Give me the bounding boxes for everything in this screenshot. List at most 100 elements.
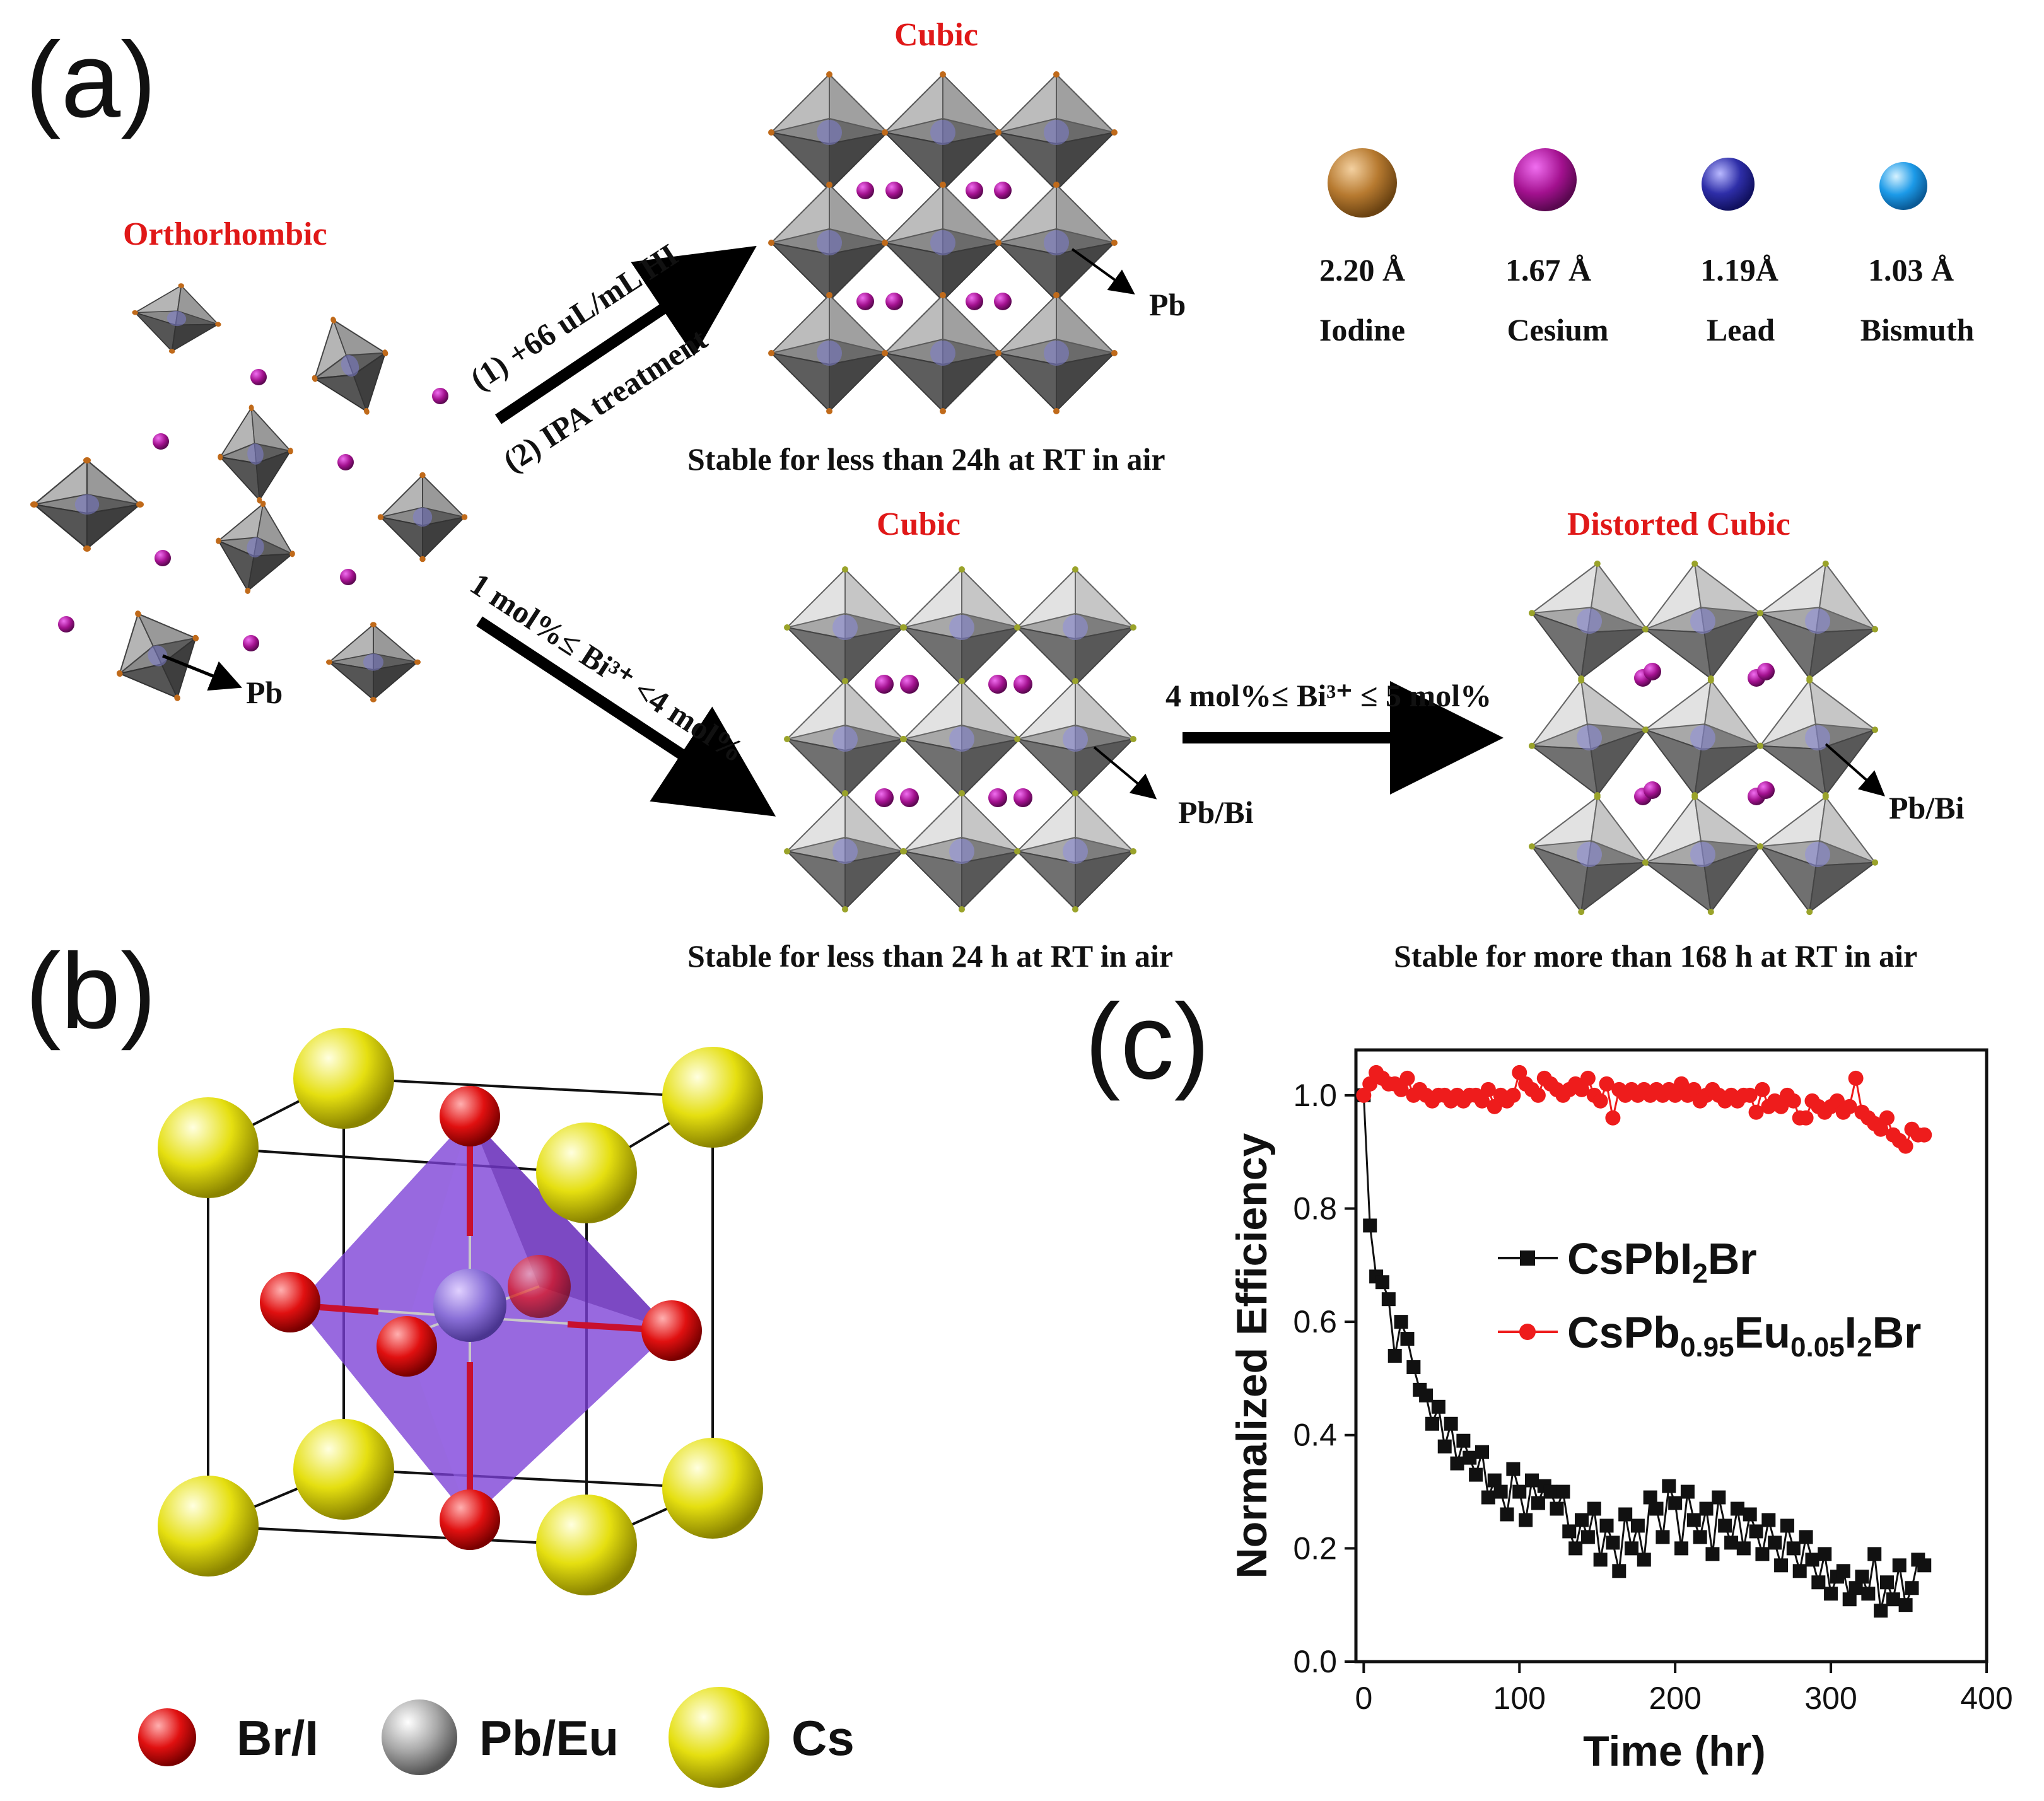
data-point-eu-doped [1393,1081,1409,1097]
data-point-cspbi2br [1444,1416,1458,1431]
data-point-eu-doped [1748,1104,1764,1120]
data-point-cspbi2br [1400,1332,1415,1346]
data-point-cspbi2br [1861,1587,1876,1601]
data-point-eu-doped [1362,1076,1378,1092]
data-point-cspbi2br [1712,1490,1726,1505]
data-point-cspbi2br [1818,1547,1832,1561]
radius-iodine-name: Iodine [1319,312,1405,347]
data-point-eu-doped [1599,1076,1615,1092]
panel-b: (b) [25,931,855,1788]
data-point-cspbi2br [1774,1558,1789,1573]
data-point-cspbi2br [1643,1490,1657,1505]
efficiency-chart: 0.0 0.2 0.4 0.6 0.8 1.0 0 100 200 300 400 Normali… [1228,1048,2013,1775]
legend-brI-sphere [138,1708,196,1766]
data-point-eu-doped [1917,1127,1932,1143]
y-axis-title: Normalized Efficiency [1228,1133,1276,1578]
data-point-cspbi2br [1917,1558,1932,1573]
radius-iodine-value: 2.20 Å [1319,252,1405,288]
cubic-bottom-title: Cubic [877,506,961,542]
data-point-cspbi2br [1618,1507,1633,1522]
data-point-cspbi2br [1531,1496,1545,1510]
data-point-eu-doped [1879,1110,1895,1126]
data-point-cspbi2br [1724,1536,1739,1550]
radius-bismuth-value: 1.03 Å [1868,252,1954,288]
data-point-cspbi2br [1848,1581,1863,1595]
data-point-cspbi2br [1606,1536,1620,1550]
data-point-cspbi2br [1543,1484,1558,1499]
data-point-eu-doped [1898,1138,1913,1154]
data-point-cspbi2br [1693,1530,1707,1544]
data-point-eu-doped [1785,1093,1801,1109]
data-point-cspbi2br [1550,1501,1564,1516]
iodine-sphere [1328,148,1397,218]
data-point-cspbi2br [1879,1575,1894,1590]
orthorhombic-structure [29,276,469,721]
panel-b-legend: Br/I Pb/Eu Cs [138,1687,855,1788]
data-point-cspbi2br [1556,1484,1570,1499]
data-point-eu-doped [1873,1121,1889,1137]
legend-cs-label: Cs [791,1710,855,1766]
data-point-cspbi2br [1437,1439,1452,1454]
data-point-cspbi2br [1761,1513,1776,1527]
radii-legend: 2.20 Å Iodine 1.67 Å Cesium 1.19Å Lead 1… [1319,148,1975,347]
data-point-cspbi2br [1749,1524,1763,1539]
radius-lead-name: Lead [1707,312,1775,347]
data-point-cspbi2br [1456,1433,1471,1448]
x-axis-title: Time (hr) [1583,1727,1766,1775]
data-point-cspbi2br [1768,1536,1782,1550]
distorted-title: Distorted Cubic [1567,506,1790,542]
data-point-eu-doped [1829,1093,1845,1109]
data-point-cspbi2br [1805,1553,1819,1567]
panel-b-letter: (b) [25,931,156,1051]
data-point-cspbi2br [1699,1501,1714,1516]
lead-sphere [1702,158,1755,211]
cubic-top-pb-label: Pb [1149,287,1186,322]
data-point-cspbi2br [1512,1484,1527,1499]
data-point-cspbi2br [1780,1518,1794,1533]
data-point-eu-doped [1356,1087,1372,1103]
data-point-cspbi2br [1799,1530,1813,1544]
data-point-cspbi2br [1718,1518,1732,1533]
legend-brI-label: Br/I [237,1710,318,1766]
legend-label-cspbi2br: CsPbI2Br [1567,1234,1757,1289]
x-tick-label: 0 [1355,1681,1372,1716]
stable-bottom-caption: Stable for less than 24 h at RT in air [687,938,1173,974]
unit-cell [158,1028,763,1595]
data-point-eu-doped [1475,1093,1490,1109]
data-point-cspbi2br [1500,1507,1514,1522]
data-point-eu-doped [1686,1081,1702,1097]
data-point-cspbi2br [1898,1598,1913,1612]
data-point-cspbi2br [1587,1501,1601,1516]
data-point-eu-doped [1486,1099,1502,1114]
data-point-cspbi2br [1792,1564,1807,1578]
data-point-cspbi2br [1736,1541,1751,1556]
orthorhombic-title: Orthorhombic [123,216,327,252]
data-point-eu-doped [1667,1087,1683,1103]
data-point-cspbi2br [1469,1467,1483,1482]
data-point-cspbi2br [1425,1416,1439,1431]
data-point-eu-doped [1592,1093,1608,1109]
data-point-cspbi2br [1525,1473,1539,1488]
data-point-cspbi2br [1394,1315,1408,1329]
radius-cesium-value: 1.67 Å [1505,252,1591,288]
data-point-cspbi2br [1599,1518,1614,1533]
data-point-eu-doped [1798,1110,1814,1126]
x-tick-label: 300 [1804,1681,1857,1716]
data-point-cspbi2br [1892,1558,1907,1573]
radius-bismuth-name: Bismuth [1860,312,1975,347]
distorted-label: Pb/Bi [1889,790,1965,825]
y-tick-label: 1.0 [1293,1078,1337,1113]
arrow-to-cubic-bottom [476,616,776,817]
orthorhombic-pb-label: Pb [246,675,283,710]
data-point-eu-doped [1574,1081,1590,1097]
data-point-eu-doped [1842,1099,1857,1114]
legend-cs-sphere [669,1687,769,1788]
data-point-cspbi2br [1568,1541,1583,1556]
data-point-cspbi2br [1886,1592,1900,1607]
panel-c: (c) 0.0 0.2 0.4 0.6 0.8 1.0 0 100 200 300 400 Nor… [1085,982,2013,1775]
x-tick-label: 200 [1649,1681,1701,1716]
y-tick-label: 0.8 [1293,1191,1337,1226]
stable-top-caption: Stable for less than 24h at RT in air [687,441,1165,477]
data-point-cspbi2br [1874,1604,1888,1618]
data-point-eu-doped [1512,1064,1527,1080]
